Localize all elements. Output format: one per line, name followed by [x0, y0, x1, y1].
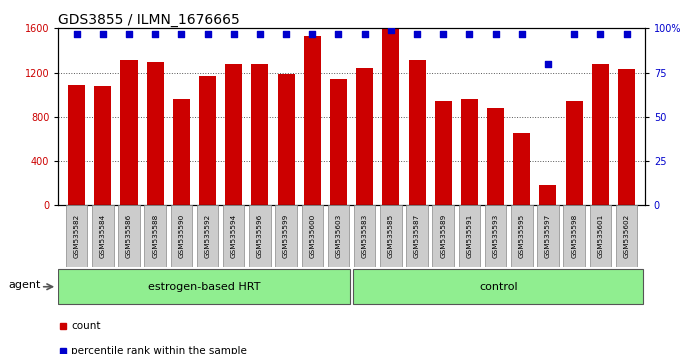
- Text: GSM535595: GSM535595: [519, 214, 525, 258]
- Bar: [356, 68, 373, 205]
- Point: [255, 31, 265, 36]
- Text: GSM535587: GSM535587: [414, 214, 420, 258]
- FancyBboxPatch shape: [354, 205, 375, 267]
- Point: [71, 31, 82, 36]
- Text: GSM535597: GSM535597: [545, 214, 551, 258]
- Point: [517, 31, 528, 36]
- Point: [386, 27, 397, 33]
- Bar: [435, 101, 451, 205]
- Bar: [566, 101, 582, 205]
- FancyBboxPatch shape: [537, 205, 558, 267]
- FancyBboxPatch shape: [459, 205, 480, 267]
- FancyBboxPatch shape: [511, 205, 532, 267]
- Point: [464, 31, 475, 36]
- Bar: [461, 99, 478, 205]
- FancyBboxPatch shape: [275, 205, 297, 267]
- Point: [333, 31, 344, 36]
- Text: GSM535584: GSM535584: [100, 214, 106, 258]
- Text: GSM535589: GSM535589: [440, 214, 446, 258]
- Bar: [382, 29, 399, 205]
- Bar: [173, 99, 190, 205]
- Text: GSM535602: GSM535602: [624, 214, 630, 258]
- Bar: [618, 69, 635, 205]
- Text: GSM535599: GSM535599: [283, 214, 289, 258]
- Text: GSM535590: GSM535590: [178, 214, 185, 258]
- Text: GSM535588: GSM535588: [152, 214, 158, 258]
- Bar: [513, 133, 530, 205]
- Text: control: control: [479, 282, 517, 292]
- Point: [202, 31, 213, 36]
- Bar: [94, 86, 111, 205]
- Bar: [121, 61, 137, 205]
- Text: GSM535592: GSM535592: [204, 214, 211, 258]
- Bar: [147, 62, 164, 205]
- Point: [359, 31, 370, 36]
- Text: GSM535598: GSM535598: [571, 214, 577, 258]
- Point: [97, 31, 108, 36]
- Bar: [409, 60, 425, 205]
- FancyBboxPatch shape: [171, 205, 192, 267]
- FancyBboxPatch shape: [380, 205, 401, 267]
- FancyBboxPatch shape: [223, 205, 244, 267]
- Text: GSM535603: GSM535603: [335, 214, 342, 258]
- FancyBboxPatch shape: [432, 205, 454, 267]
- Point: [438, 31, 449, 36]
- Text: estrogen-based HRT: estrogen-based HRT: [148, 282, 261, 292]
- Point: [412, 31, 423, 36]
- Text: count: count: [71, 321, 101, 331]
- Point: [543, 61, 554, 67]
- Bar: [592, 64, 609, 205]
- Text: GSM535582: GSM535582: [73, 214, 80, 258]
- Point: [621, 31, 632, 36]
- Text: GSM535601: GSM535601: [598, 214, 603, 258]
- Text: GDS3855 / ILMN_1676665: GDS3855 / ILMN_1676665: [58, 13, 240, 27]
- Bar: [330, 79, 347, 205]
- FancyBboxPatch shape: [58, 269, 350, 304]
- Text: GSM535586: GSM535586: [126, 214, 132, 258]
- FancyBboxPatch shape: [197, 205, 218, 267]
- Text: GSM535594: GSM535594: [230, 214, 237, 258]
- Point: [490, 31, 501, 36]
- FancyBboxPatch shape: [563, 205, 585, 267]
- FancyBboxPatch shape: [66, 205, 87, 267]
- Bar: [199, 76, 216, 205]
- FancyBboxPatch shape: [485, 205, 506, 267]
- Point: [595, 31, 606, 36]
- FancyBboxPatch shape: [145, 205, 166, 267]
- Text: percentile rank within the sample: percentile rank within the sample: [71, 346, 247, 354]
- FancyBboxPatch shape: [589, 205, 611, 267]
- FancyBboxPatch shape: [406, 205, 428, 267]
- Point: [150, 31, 161, 36]
- Bar: [252, 64, 268, 205]
- FancyBboxPatch shape: [328, 205, 349, 267]
- Point: [569, 31, 580, 36]
- Bar: [304, 36, 321, 205]
- FancyBboxPatch shape: [616, 205, 637, 267]
- Text: GSM535596: GSM535596: [257, 214, 263, 258]
- Text: GSM535583: GSM535583: [362, 214, 368, 258]
- Point: [176, 31, 187, 36]
- Text: GSM535593: GSM535593: [493, 214, 499, 258]
- FancyBboxPatch shape: [302, 205, 323, 267]
- Bar: [278, 74, 294, 205]
- FancyBboxPatch shape: [92, 205, 114, 267]
- Point: [307, 31, 318, 36]
- Text: GSM535591: GSM535591: [466, 214, 473, 258]
- Bar: [539, 185, 556, 205]
- Bar: [68, 85, 85, 205]
- Point: [228, 31, 239, 36]
- Bar: [487, 108, 504, 205]
- FancyBboxPatch shape: [353, 269, 643, 304]
- FancyBboxPatch shape: [118, 205, 140, 267]
- Point: [281, 31, 292, 36]
- Point: [123, 31, 134, 36]
- FancyBboxPatch shape: [249, 205, 271, 267]
- Text: GSM535600: GSM535600: [309, 214, 316, 258]
- Text: GSM535585: GSM535585: [388, 214, 394, 258]
- Text: agent: agent: [9, 280, 41, 290]
- Bar: [225, 64, 242, 205]
